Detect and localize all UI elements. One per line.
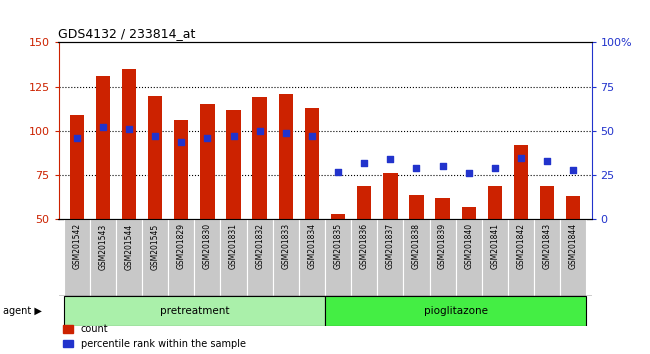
Point [333, 169, 343, 175]
Point [281, 130, 291, 136]
Point [124, 126, 135, 132]
Bar [96, 76, 110, 219]
Point [202, 135, 213, 141]
Bar [226, 110, 240, 219]
Bar [273, 219, 299, 296]
Bar [560, 219, 586, 296]
Bar [566, 196, 580, 219]
Point [489, 165, 500, 171]
Bar [174, 120, 188, 219]
Bar [488, 186, 502, 219]
Text: GSM201829: GSM201829 [177, 223, 186, 269]
Bar [246, 219, 273, 296]
Text: GSM201844: GSM201844 [569, 223, 578, 269]
Bar [64, 219, 90, 296]
Point [463, 171, 474, 176]
Point [176, 139, 187, 144]
Bar [404, 219, 430, 296]
Bar [168, 219, 194, 296]
Bar [70, 115, 84, 219]
Bar [122, 69, 136, 219]
Text: GSM201839: GSM201839 [438, 223, 447, 269]
Bar [482, 219, 508, 296]
Text: GSM201834: GSM201834 [307, 223, 317, 269]
Text: GSM201837: GSM201837 [386, 223, 395, 269]
Point [542, 158, 552, 164]
Text: GSM201843: GSM201843 [543, 223, 552, 269]
Bar [540, 186, 554, 219]
Text: GSM201831: GSM201831 [229, 223, 238, 269]
Bar [534, 219, 560, 296]
Bar [383, 173, 398, 219]
Bar [325, 296, 586, 326]
Bar [430, 219, 456, 296]
Point [437, 164, 448, 169]
Point [568, 167, 578, 173]
Bar [194, 219, 220, 296]
Text: GSM201835: GSM201835 [333, 223, 343, 269]
Point [385, 156, 395, 162]
Bar [90, 219, 116, 296]
Point [411, 165, 422, 171]
Text: GSM201544: GSM201544 [125, 223, 133, 269]
Bar [357, 186, 371, 219]
Bar [410, 195, 424, 219]
Point [228, 133, 239, 139]
Bar [142, 219, 168, 296]
Text: GSM201830: GSM201830 [203, 223, 212, 269]
Text: GSM201833: GSM201833 [281, 223, 291, 269]
Point [255, 128, 265, 134]
Bar [220, 219, 246, 296]
Bar [64, 296, 325, 326]
Bar [299, 219, 325, 296]
Text: GDS4132 / 233814_at: GDS4132 / 233814_at [58, 27, 196, 40]
Bar [252, 97, 267, 219]
Bar [462, 207, 476, 219]
Text: GSM201836: GSM201836 [359, 223, 369, 269]
Bar [325, 219, 351, 296]
Bar [116, 219, 142, 296]
Legend: count, percentile rank within the sample: count, percentile rank within the sample [63, 324, 246, 349]
Text: GSM201545: GSM201545 [151, 223, 160, 269]
Bar [456, 219, 482, 296]
Point [72, 135, 82, 141]
Text: pioglitazone: pioglitazone [424, 306, 488, 316]
Bar [436, 198, 450, 219]
Bar [200, 104, 214, 219]
Text: agent ▶: agent ▶ [3, 306, 42, 316]
Text: GSM201542: GSM201542 [72, 223, 81, 269]
Text: GSM201840: GSM201840 [464, 223, 473, 269]
Text: GSM201842: GSM201842 [517, 223, 525, 269]
Point [515, 155, 526, 160]
Bar [377, 219, 404, 296]
Text: GSM201832: GSM201832 [255, 223, 264, 269]
Point [307, 133, 317, 139]
Text: GSM201543: GSM201543 [98, 223, 107, 269]
Bar [351, 219, 377, 296]
Bar [331, 214, 345, 219]
Bar [279, 94, 293, 219]
Point [98, 125, 108, 130]
Text: GSM201838: GSM201838 [412, 223, 421, 269]
Bar [508, 219, 534, 296]
Bar [514, 145, 528, 219]
Point [150, 133, 161, 139]
Bar [148, 96, 162, 219]
Point [359, 160, 369, 166]
Text: GSM201841: GSM201841 [490, 223, 499, 269]
Bar [305, 108, 319, 219]
Text: pretreatment: pretreatment [160, 306, 229, 316]
